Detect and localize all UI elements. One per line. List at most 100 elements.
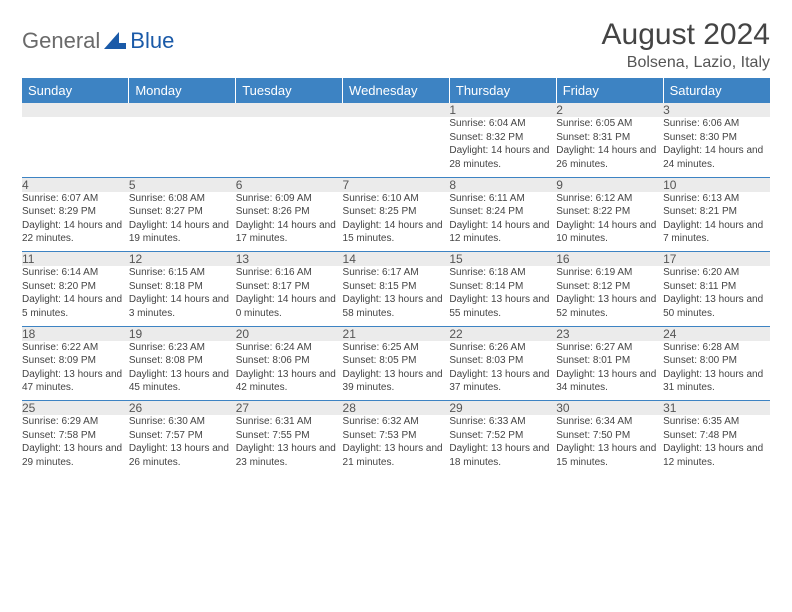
sunset-text: Sunset: 7:50 PM xyxy=(556,429,663,443)
daylight-text: Daylight: 13 hours and 26 minutes. xyxy=(129,442,236,469)
sunrise-text: Sunrise: 6:10 AM xyxy=(343,192,450,206)
sunset-text: Sunset: 7:57 PM xyxy=(129,429,236,443)
daylight-text: Daylight: 14 hours and 19 minutes. xyxy=(129,219,236,246)
day-number-cell xyxy=(129,103,236,117)
day-content-cell: Sunrise: 6:35 AMSunset: 7:48 PMDaylight:… xyxy=(663,415,770,475)
daylight-text: Daylight: 13 hours and 34 minutes. xyxy=(556,368,663,395)
day-number-cell: 23 xyxy=(556,327,663,341)
sunset-text: Sunset: 7:58 PM xyxy=(22,429,129,443)
day-content-cell: Sunrise: 6:22 AMSunset: 8:09 PMDaylight:… xyxy=(22,341,129,401)
sunrise-text: Sunrise: 6:12 AM xyxy=(556,192,663,206)
day-number-cell: 6 xyxy=(236,178,343,192)
day-content-cell: Sunrise: 6:25 AMSunset: 8:05 PMDaylight:… xyxy=(343,341,450,401)
day-number-cell: 14 xyxy=(343,252,450,266)
day-number-cell: 1 xyxy=(449,103,556,117)
sunrise-text: Sunrise: 6:05 AM xyxy=(556,117,663,131)
sunrise-text: Sunrise: 6:17 AM xyxy=(343,266,450,280)
sunset-text: Sunset: 8:24 PM xyxy=(449,205,556,219)
sunrise-text: Sunrise: 6:14 AM xyxy=(22,266,129,280)
sunset-text: Sunset: 8:01 PM xyxy=(556,354,663,368)
day-number-cell: 19 xyxy=(129,327,236,341)
sunset-text: Sunset: 8:29 PM xyxy=(22,205,129,219)
day-content-cell: Sunrise: 6:31 AMSunset: 7:55 PMDaylight:… xyxy=(236,415,343,475)
day-content-cell: Sunrise: 6:05 AMSunset: 8:31 PMDaylight:… xyxy=(556,117,663,177)
day-content-cell: Sunrise: 6:23 AMSunset: 8:08 PMDaylight:… xyxy=(129,341,236,401)
daylight-text: Daylight: 13 hours and 55 minutes. xyxy=(449,293,556,320)
sunrise-text: Sunrise: 6:23 AM xyxy=(129,341,236,355)
day-content-cell: Sunrise: 6:26 AMSunset: 8:03 PMDaylight:… xyxy=(449,341,556,401)
day-content-cell: Sunrise: 6:32 AMSunset: 7:53 PMDaylight:… xyxy=(343,415,450,475)
sunrise-text: Sunrise: 6:24 AM xyxy=(236,341,343,355)
sunrise-text: Sunrise: 6:31 AM xyxy=(236,415,343,429)
day-content-cell: Sunrise: 6:18 AMSunset: 8:14 PMDaylight:… xyxy=(449,266,556,326)
calendar-header-row: SundayMondayTuesdayWednesdayThursdayFrid… xyxy=(22,78,770,103)
sunrise-text: Sunrise: 6:07 AM xyxy=(22,192,129,206)
day-header: Thursday xyxy=(449,78,556,103)
day-content-cell: Sunrise: 6:33 AMSunset: 7:52 PMDaylight:… xyxy=(449,415,556,475)
sunrise-text: Sunrise: 6:30 AM xyxy=(129,415,236,429)
day-number-cell: 30 xyxy=(556,401,663,415)
daylight-text: Daylight: 13 hours and 47 minutes. xyxy=(22,368,129,395)
day-number-cell: 10 xyxy=(663,178,770,192)
logo-triangle-icon xyxy=(104,32,126,50)
brand-text-right: Blue xyxy=(130,28,174,54)
day-number-cell xyxy=(236,103,343,117)
sunset-text: Sunset: 8:17 PM xyxy=(236,280,343,294)
sunrise-text: Sunrise: 6:29 AM xyxy=(22,415,129,429)
sunrise-text: Sunrise: 6:35 AM xyxy=(663,415,770,429)
day-header: Wednesday xyxy=(343,78,450,103)
daylight-text: Daylight: 14 hours and 28 minutes. xyxy=(449,144,556,171)
sunset-text: Sunset: 7:53 PM xyxy=(343,429,450,443)
sunset-text: Sunset: 8:30 PM xyxy=(663,131,770,145)
daylight-text: Daylight: 14 hours and 17 minutes. xyxy=(236,219,343,246)
daylight-text: Daylight: 13 hours and 42 minutes. xyxy=(236,368,343,395)
daylight-text: Daylight: 13 hours and 58 minutes. xyxy=(343,293,450,320)
day-number-cell xyxy=(22,103,129,117)
sunset-text: Sunset: 8:22 PM xyxy=(556,205,663,219)
sunset-text: Sunset: 8:18 PM xyxy=(129,280,236,294)
day-content-cell: Sunrise: 6:34 AMSunset: 7:50 PMDaylight:… xyxy=(556,415,663,475)
day-number-cell xyxy=(343,103,450,117)
sunrise-text: Sunrise: 6:09 AM xyxy=(236,192,343,206)
sunset-text: Sunset: 8:09 PM xyxy=(22,354,129,368)
daylight-text: Daylight: 13 hours and 29 minutes. xyxy=(22,442,129,469)
day-number-cell: 4 xyxy=(22,178,129,192)
day-content-cell xyxy=(343,117,450,177)
day-content-cell: Sunrise: 6:06 AMSunset: 8:30 PMDaylight:… xyxy=(663,117,770,177)
day-header: Saturday xyxy=(663,78,770,103)
daylight-text: Daylight: 14 hours and 0 minutes. xyxy=(236,293,343,320)
title-block: August 2024 Bolsena, Lazio, Italy xyxy=(602,18,770,72)
day-content-cell: Sunrise: 6:29 AMSunset: 7:58 PMDaylight:… xyxy=(22,415,129,475)
day-content-cell xyxy=(22,117,129,177)
sunrise-text: Sunrise: 6:25 AM xyxy=(343,341,450,355)
day-number-cell: 25 xyxy=(22,401,129,415)
sunrise-text: Sunrise: 6:19 AM xyxy=(556,266,663,280)
day-number-cell: 9 xyxy=(556,178,663,192)
day-number-cell: 12 xyxy=(129,252,236,266)
daylight-text: Daylight: 13 hours and 21 minutes. xyxy=(343,442,450,469)
sunset-text: Sunset: 7:55 PM xyxy=(236,429,343,443)
day-number-cell: 22 xyxy=(449,327,556,341)
day-content-cell: Sunrise: 6:28 AMSunset: 8:00 PMDaylight:… xyxy=(663,341,770,401)
daylight-text: Daylight: 14 hours and 24 minutes. xyxy=(663,144,770,171)
day-header: Tuesday xyxy=(236,78,343,103)
sunrise-text: Sunrise: 6:27 AM xyxy=(556,341,663,355)
brand-text-left: General xyxy=(22,28,100,54)
daylight-text: Daylight: 13 hours and 18 minutes. xyxy=(449,442,556,469)
calendar-table: SundayMondayTuesdayWednesdayThursdayFrid… xyxy=(22,78,770,475)
sunrise-text: Sunrise: 6:22 AM xyxy=(22,341,129,355)
month-title: August 2024 xyxy=(602,18,770,52)
sunset-text: Sunset: 7:52 PM xyxy=(449,429,556,443)
location-label: Bolsena, Lazio, Italy xyxy=(602,54,770,72)
day-number-cell: 16 xyxy=(556,252,663,266)
sunrise-text: Sunrise: 6:13 AM xyxy=(663,192,770,206)
daylight-text: Daylight: 13 hours and 23 minutes. xyxy=(236,442,343,469)
day-number-cell: 18 xyxy=(22,327,129,341)
daylight-text: Daylight: 14 hours and 5 minutes. xyxy=(22,293,129,320)
sunset-text: Sunset: 8:27 PM xyxy=(129,205,236,219)
daylight-text: Daylight: 13 hours and 39 minutes. xyxy=(343,368,450,395)
day-number-cell: 2 xyxy=(556,103,663,117)
daylight-text: Daylight: 13 hours and 31 minutes. xyxy=(663,368,770,395)
sunset-text: Sunset: 8:03 PM xyxy=(449,354,556,368)
sunrise-text: Sunrise: 6:26 AM xyxy=(449,341,556,355)
